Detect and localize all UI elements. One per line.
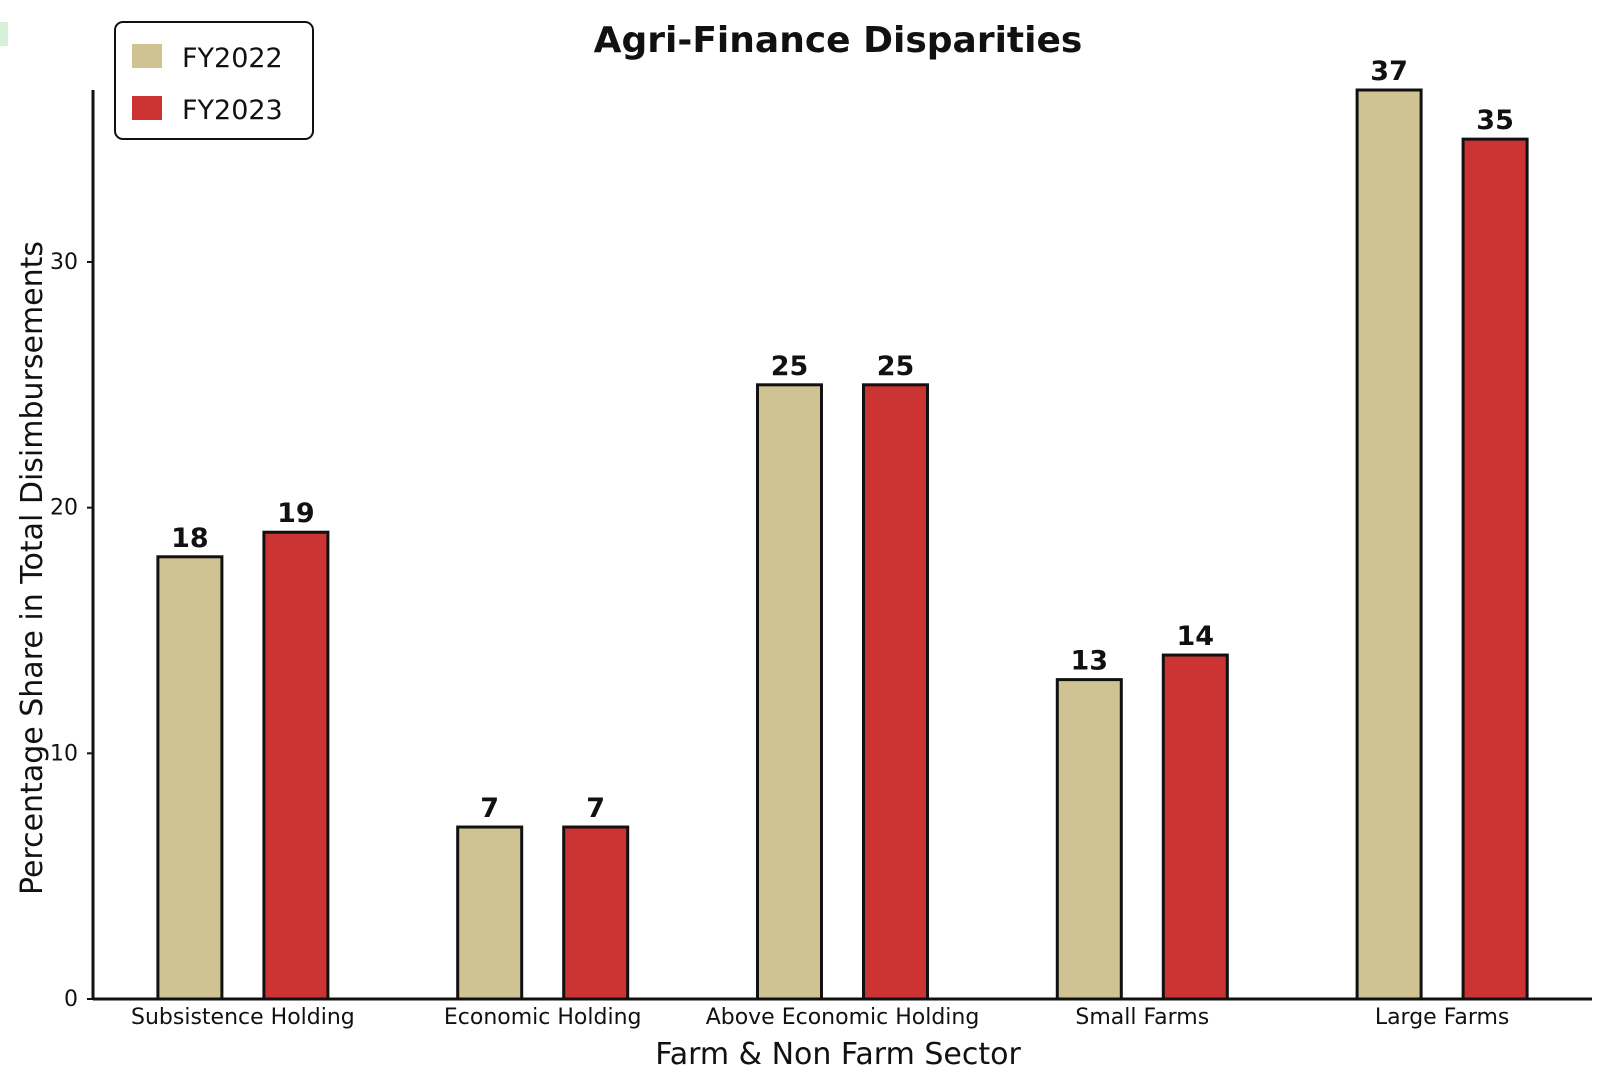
legend-label-fy2022: FY2022 — [182, 43, 283, 74]
bar-fy2023-3 — [1161, 653, 1229, 1001]
x-category-label-2: Above Economic Holding — [706, 1005, 980, 1030]
bar-fy2023-2 — [862, 383, 929, 1001]
x-category-label-4: Large Farms — [1375, 1005, 1510, 1030]
y-tick-label-1: 10 — [50, 741, 78, 766]
value-label-fy2023-0: 19 — [277, 498, 315, 529]
y-tick-label-2: 20 — [50, 496, 78, 521]
value-label-fy2023-3: 14 — [1177, 621, 1215, 652]
chart-title: Agri-Finance Disparities — [594, 20, 1083, 61]
x-category-label-0: Subsistence Holding — [131, 1005, 355, 1030]
bars — [156, 88, 1529, 1001]
bar-fy2022-1 — [456, 825, 524, 1001]
bar-fy2022-3 — [1055, 678, 1123, 1001]
y-tick-label-0: 0 — [64, 987, 78, 1012]
y-tick-label-3: 30 — [50, 250, 78, 275]
x-category-label-3: Small Farms — [1075, 1005, 1209, 1030]
legend-swatch-fy2023 — [132, 96, 162, 120]
x-category-label-1: Economic Holding — [444, 1005, 642, 1030]
x-axis-title: Farm & Non Farm Sector — [655, 1037, 1021, 1072]
bar-fy2022-0 — [156, 555, 224, 1001]
y-axis-title: Percentage Share in Total Disimbursement… — [15, 241, 50, 895]
legend: FY2022 FY2023 — [114, 21, 314, 140]
value-label-fy2022-0: 18 — [171, 523, 209, 554]
value-label-fy2022-1: 7 — [480, 793, 499, 824]
corner-marker — [0, 22, 8, 46]
bar-fy2022-2 — [756, 383, 823, 1001]
value-label-fy2023-1: 7 — [586, 793, 605, 824]
y-ticks: 0 10 20 30 — [50, 250, 93, 1012]
value-label-fy2023-2: 25 — [877, 351, 915, 382]
value-label-fy2022-4: 37 — [1370, 56, 1408, 87]
legend-box — [114, 21, 314, 140]
value-label-fy2022-2: 25 — [771, 351, 809, 382]
bar-fy2023-0 — [262, 530, 330, 1001]
bar-fy2023-4 — [1461, 137, 1529, 1001]
value-label-fy2022-3: 13 — [1071, 646, 1109, 677]
legend-label-fy2023: FY2023 — [182, 95, 283, 126]
bar-fy2023-1 — [562, 825, 630, 1001]
legend-swatch-fy2022 — [132, 44, 162, 68]
bar-fy2022-4 — [1355, 88, 1423, 1001]
x-category-labels: Subsistence Holding Economic Holding Above… — [131, 1005, 1509, 1030]
value-labels: 18 19 7 7 25 25 13 14 37 35 — [171, 56, 1514, 824]
value-label-fy2023-4: 35 — [1476, 105, 1514, 136]
